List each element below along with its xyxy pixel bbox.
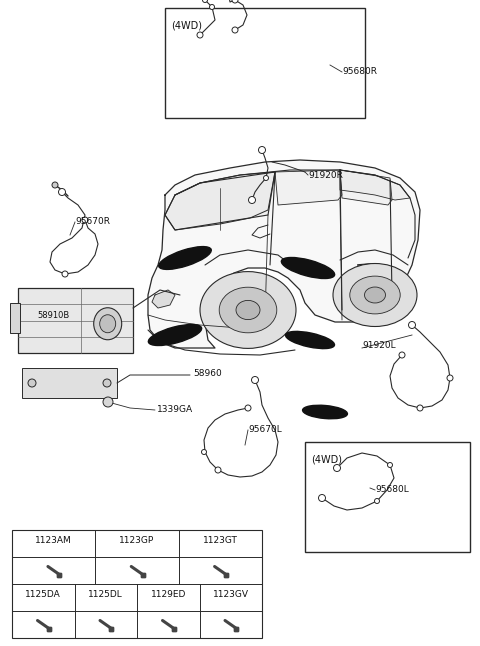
Text: 58960: 58960 [193,370,222,379]
Ellipse shape [350,276,400,314]
Circle shape [264,176,268,180]
Polygon shape [165,172,275,230]
Text: 1123GT: 1123GT [203,536,238,545]
Text: 91920R: 91920R [308,171,343,180]
Ellipse shape [219,287,277,333]
Text: 95680L: 95680L [375,486,409,494]
Circle shape [215,467,221,473]
Bar [305,442,470,552]
Circle shape [259,147,265,154]
Polygon shape [340,170,410,200]
Text: 58910B: 58910B [37,311,69,320]
Circle shape [103,397,113,407]
Ellipse shape [236,300,260,320]
Circle shape [28,379,36,387]
Ellipse shape [148,324,202,346]
Circle shape [203,0,207,3]
Ellipse shape [286,331,335,349]
Bar [10,303,20,333]
Circle shape [202,450,206,455]
Text: 95670L: 95670L [248,426,282,435]
Text: 1123GP: 1123GP [120,536,155,545]
Text: 1129ED: 1129ED [151,590,186,599]
Circle shape [62,271,68,277]
Circle shape [334,464,340,472]
Circle shape [103,379,111,387]
Bar [165,8,365,118]
Text: 1123AM: 1123AM [36,536,72,545]
Circle shape [245,405,251,411]
Ellipse shape [281,258,335,278]
Text: 1339GA: 1339GA [157,406,193,415]
Circle shape [417,405,423,411]
Circle shape [197,32,203,38]
Polygon shape [148,160,420,348]
Ellipse shape [94,307,122,340]
Circle shape [209,5,215,10]
Bar [22,368,117,398]
Circle shape [447,375,453,381]
Bar [18,288,133,353]
Circle shape [232,0,238,3]
Circle shape [249,196,255,203]
Text: 95680R: 95680R [342,67,377,76]
Ellipse shape [333,264,417,326]
Text: 91920L: 91920L [362,340,396,349]
Bar [12,530,262,638]
Text: (4WD): (4WD) [311,454,342,464]
Ellipse shape [200,271,296,348]
Circle shape [232,27,238,33]
Polygon shape [340,170,392,205]
Polygon shape [165,172,275,230]
Text: 1123GV: 1123GV [213,590,249,599]
Text: 1125DA: 1125DA [25,590,61,599]
Circle shape [52,182,58,188]
Ellipse shape [100,315,116,333]
Text: 95670R: 95670R [75,218,110,227]
Ellipse shape [302,405,348,419]
Circle shape [319,494,325,501]
Circle shape [408,322,416,329]
Polygon shape [275,170,342,205]
Circle shape [374,499,380,503]
Text: (4WD): (4WD) [171,20,202,30]
Circle shape [82,217,88,223]
Circle shape [399,352,405,358]
Circle shape [252,377,259,384]
Text: 1125DL: 1125DL [88,590,123,599]
Ellipse shape [159,247,211,269]
Ellipse shape [364,287,385,303]
Circle shape [59,189,65,196]
Polygon shape [152,290,175,308]
Circle shape [387,463,393,468]
